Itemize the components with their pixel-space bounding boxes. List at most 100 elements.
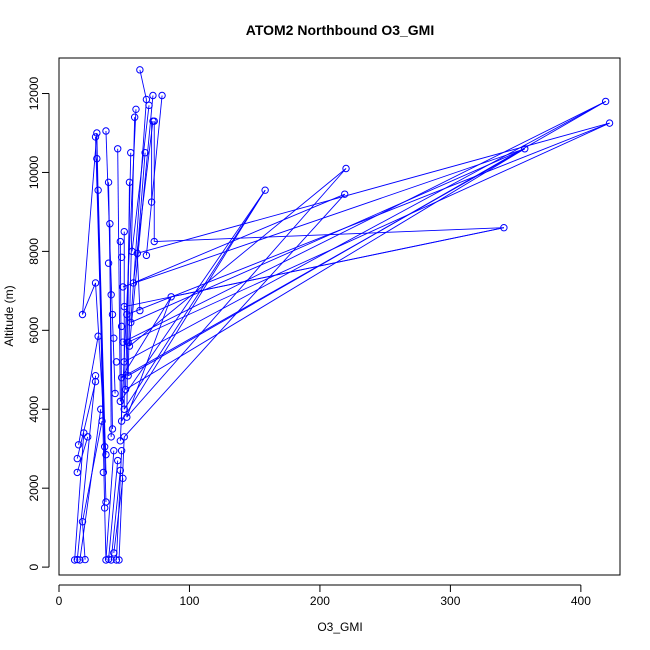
data-point bbox=[123, 310, 131, 319]
series-line-segment bbox=[123, 193, 346, 438]
data-point bbox=[119, 338, 127, 346]
data-point bbox=[81, 555, 89, 564]
data-point bbox=[129, 279, 138, 287]
data-point bbox=[91, 377, 100, 386]
data-point bbox=[123, 413, 131, 421]
data-point bbox=[94, 186, 102, 194]
data-point bbox=[104, 259, 113, 267]
series-lines bbox=[74, 69, 610, 561]
series-line-segment bbox=[145, 95, 163, 256]
data-point bbox=[73, 454, 81, 463]
data-point bbox=[342, 164, 350, 173]
series-line-segment bbox=[118, 436, 125, 561]
data-point bbox=[120, 405, 128, 413]
series-line-segment bbox=[123, 189, 266, 410]
y-tick-label: 12000 bbox=[27, 77, 41, 111]
data-point bbox=[84, 433, 92, 441]
data-point bbox=[130, 113, 139, 121]
series-line-segment bbox=[115, 450, 123, 561]
data-point bbox=[119, 283, 127, 291]
data-point bbox=[128, 247, 136, 256]
data-point bbox=[141, 149, 149, 157]
y-tick-label: 10000 bbox=[27, 155, 41, 189]
series-line-segment bbox=[121, 296, 172, 378]
y-tick-label: 4000 bbox=[27, 396, 41, 423]
x-axis: 0 100 200 300 400 bbox=[56, 584, 591, 608]
data-point bbox=[117, 253, 126, 262]
data-point bbox=[110, 334, 118, 342]
series-line-segment bbox=[119, 189, 266, 402]
plot-frame bbox=[58, 57, 621, 576]
data-point bbox=[119, 474, 127, 483]
data-point bbox=[150, 237, 158, 246]
data-point bbox=[78, 518, 87, 526]
x-axis-label: O3_GMI bbox=[317, 620, 362, 634]
data-point bbox=[70, 556, 79, 564]
data-point bbox=[125, 178, 134, 187]
data-point bbox=[93, 129, 101, 137]
data-point bbox=[125, 342, 134, 350]
series-line-segment bbox=[124, 101, 606, 363]
data-point bbox=[108, 310, 117, 319]
series-line-segment bbox=[137, 122, 610, 254]
data-point bbox=[127, 318, 135, 327]
series-line-segment bbox=[122, 101, 606, 343]
data-point bbox=[127, 149, 135, 157]
x-tick-label: 400 bbox=[571, 594, 591, 608]
series-line-segment bbox=[108, 460, 119, 560]
series-line-segment bbox=[129, 168, 347, 347]
series-line-segment bbox=[105, 450, 115, 561]
series-line-segment bbox=[109, 223, 112, 437]
data-point bbox=[341, 190, 349, 198]
data-point bbox=[111, 389, 119, 398]
data-point bbox=[108, 425, 117, 433]
data-point bbox=[117, 373, 126, 382]
data-point bbox=[73, 468, 81, 477]
data-point bbox=[605, 119, 614, 127]
series-line-segment bbox=[124, 227, 504, 308]
y-axis-label: Altitude (m) bbox=[2, 285, 16, 346]
data-point bbox=[521, 145, 529, 153]
y-axis: 0 2000 4000 6000 8000 10000 12000 bbox=[27, 77, 50, 570]
series-line-segment bbox=[110, 470, 121, 561]
data-point bbox=[91, 279, 100, 287]
data-point bbox=[500, 224, 508, 232]
data-point bbox=[147, 198, 156, 206]
data-point bbox=[74, 441, 83, 449]
series-line-segment bbox=[96, 132, 106, 508]
x-tick-label: 100 bbox=[179, 594, 199, 608]
data-point bbox=[107, 291, 115, 299]
series-line-segment bbox=[76, 436, 89, 473]
data-point bbox=[136, 66, 144, 74]
data-point bbox=[149, 91, 157, 100]
data-point bbox=[104, 178, 113, 187]
data-point bbox=[112, 358, 121, 366]
data-point bbox=[142, 251, 151, 260]
series-line-segment bbox=[82, 521, 86, 560]
data-point bbox=[261, 186, 269, 194]
data-point bbox=[100, 443, 109, 451]
data-point bbox=[117, 322, 126, 331]
series-line-segment bbox=[82, 132, 98, 315]
data-point bbox=[114, 145, 122, 153]
series-line-segment bbox=[131, 105, 150, 252]
data-point bbox=[99, 468, 108, 477]
series-line-segment bbox=[82, 282, 96, 315]
data-point bbox=[142, 95, 151, 104]
data-point bbox=[117, 446, 126, 455]
series-points bbox=[70, 66, 614, 564]
data-point bbox=[124, 371, 132, 380]
data-point bbox=[78, 310, 87, 319]
series-line-segment bbox=[127, 122, 610, 343]
data-point bbox=[97, 405, 105, 413]
x-tick-label: 200 bbox=[310, 594, 330, 608]
data-point bbox=[120, 302, 128, 311]
series-line-segment bbox=[130, 148, 525, 323]
series-line-segment bbox=[126, 182, 130, 418]
data-point bbox=[107, 433, 115, 441]
data-point bbox=[100, 504, 109, 512]
y-tick-label: 6000 bbox=[27, 317, 41, 344]
data-point bbox=[121, 385, 130, 394]
data-point bbox=[167, 293, 175, 301]
data-point bbox=[120, 227, 128, 236]
